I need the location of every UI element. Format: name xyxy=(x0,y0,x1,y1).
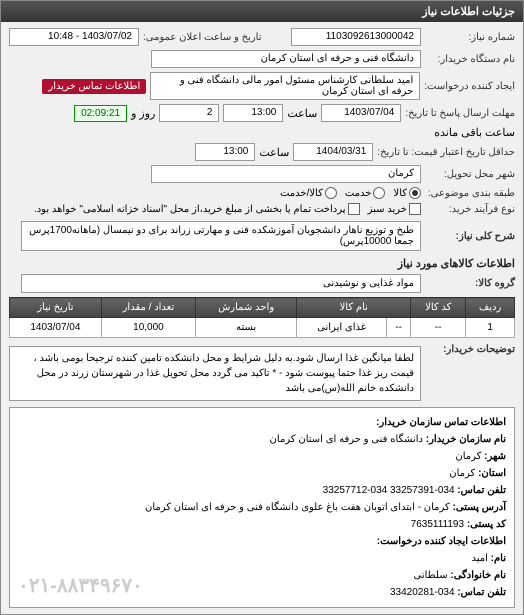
th-unit: واحد شمارش xyxy=(196,298,297,318)
goods-group-field: مواد غذایی و نوشیدنی xyxy=(21,274,421,293)
contact-info-button[interactable]: اطلاعات تماس خریدار xyxy=(42,79,146,94)
cell-date: 1403/07/04 xyxy=(10,318,102,338)
cell-qty: 10,000 xyxy=(101,318,195,338)
delivery-city-label: شهر محل تحویل: xyxy=(425,169,515,180)
contact-block: اطلاعات تماس سازمان خریدار: نام سازمان خ… xyxy=(9,407,515,608)
desc-box: لطفا میانگین غذا ارسال شود.به دلیل شرایط… xyxy=(9,346,421,401)
cell-name1: -- xyxy=(387,318,411,338)
cell-name2: غذای ایرانی xyxy=(297,318,387,338)
process-options: خرید سبز پرداخت تمام یا بخشی از مبلغ خری… xyxy=(34,203,421,215)
price-valid-label: حداقل تاریخ اعتبار قیمت: تا تاریخ: xyxy=(377,147,515,158)
org-value: دانشگاه فنی و حرفه ای استان کرمان xyxy=(270,434,423,445)
org-label: نام سازمان خریدار: xyxy=(426,434,506,445)
reply-time-field: 13:00 xyxy=(223,104,283,122)
goods-section-title: اطلاعات کالاهای مورد نیاز xyxy=(9,257,515,270)
cell-code: -- xyxy=(411,318,466,338)
phone2-value: 034-33420281 xyxy=(390,587,455,598)
remaining-time-field: 02:09:21 xyxy=(74,105,127,122)
table-row[interactable]: 1 -- -- غذای ایرانی بسته 10,000 1403/07/… xyxy=(10,318,515,338)
th-name: نام کالا xyxy=(297,298,411,318)
panel-header: جزئیات اطلاعات نیاز xyxy=(1,1,523,22)
buyer-org-label: نام دستگاه خریدار: xyxy=(425,54,515,65)
name-label: نام: xyxy=(491,553,506,564)
reply-deadline-label: مهلت ارسال پاسخ تا تاریخ: xyxy=(405,108,515,119)
creator-field: امید سلطانی کارشناس مسئول امور مالی دانش… xyxy=(150,72,420,100)
radio-goods-icon xyxy=(409,187,421,199)
province-label: استان: xyxy=(478,468,506,479)
need-no-label: شماره نیاز: xyxy=(425,32,515,43)
radio-goods-service[interactable]: کالا/خدمت xyxy=(280,187,337,199)
phone2-label: تلفن تماس: xyxy=(457,587,506,598)
address-label: آدرس پستی: xyxy=(453,502,506,513)
price-valid-date: 1404/03/31 xyxy=(293,143,373,161)
th-qty: تعداد / مقدار xyxy=(101,298,195,318)
checkbox-partial-icon xyxy=(348,203,360,215)
details-panel: جزئیات اطلاعات نیاز شماره نیاز: 11030926… xyxy=(0,0,524,615)
city-label: شهر: xyxy=(484,451,506,462)
remaining-label: ساعت باقی مانده xyxy=(434,126,515,139)
name-value: امید xyxy=(471,553,487,564)
goods-table: ردیف کد کالا نام کالا واحد شمارش تعداد /… xyxy=(9,297,515,338)
buyer-org-field: دانشگاه فنی و حرفه ای استان کرمان xyxy=(151,50,421,68)
address-value: کرمان - ابتدای اتوبان هفت باغ علوی دانشگ… xyxy=(145,502,450,513)
checkbox-green[interactable]: خرید سبز xyxy=(368,203,421,215)
cell-unit: بسته xyxy=(196,318,297,338)
watermark: ۰۲۱-۸۸۳۴۹۶۷۰ xyxy=(18,569,143,603)
reply-time-label: ساعت xyxy=(287,107,317,120)
radio-goods[interactable]: کالا xyxy=(393,187,421,199)
checkbox-green-icon xyxy=(409,203,421,215)
price-valid-time-label: ساعت xyxy=(259,146,289,159)
remaining-day-label: روز و xyxy=(131,107,155,120)
process-label: نوع فرآیند خرید: xyxy=(425,204,515,215)
need-key-field: طبخ و توزیع ناهار دانشجویان آموزشکده فنی… xyxy=(21,221,421,251)
contact-header: اطلاعات تماس سازمان خریدار: xyxy=(18,414,506,431)
phone-label: تلفن تماس: xyxy=(457,485,506,496)
postal-label: کد پستی: xyxy=(467,519,506,530)
th-code: کد کالا xyxy=(411,298,466,318)
reply-date-field: 1403/07/04 xyxy=(321,104,401,122)
radio-service-icon xyxy=(373,187,385,199)
postal-value: 7635111193 xyxy=(411,519,464,530)
province-value: کرمان xyxy=(449,468,475,479)
th-row: ردیف xyxy=(466,298,515,318)
creator-label: ایجاد کننده درخواست: xyxy=(424,81,515,92)
announce-value: 1403/07/02 - 10:48 xyxy=(9,28,139,46)
table-header-row: ردیف کد کالا نام کالا واحد شمارش تعداد /… xyxy=(10,298,515,318)
creator-header: اطلاعات ایجاد کننده درخواست: xyxy=(18,533,506,550)
remaining-days-field: 2 xyxy=(159,104,219,122)
city-value: کرمان xyxy=(455,451,481,462)
announce-label: تاریخ و ساعت اعلان عمومی: xyxy=(143,32,262,43)
category-radios: کالا خدمت کالا/خدمت xyxy=(280,187,421,199)
radio-service[interactable]: خدمت xyxy=(345,187,386,199)
need-no-field: 1103092613000042 xyxy=(291,28,421,46)
phone-value: 034-33257391 034-33257712 xyxy=(323,485,455,496)
radio-goods-service-icon xyxy=(325,187,337,199)
category-label: طبقه بندی موضوعی: xyxy=(425,188,515,199)
checkbox-partial[interactable]: پرداخت تمام یا بخشی از مبلغ خرید،از محل … xyxy=(34,203,360,215)
desc-label: توضیحات خریدار: xyxy=(425,344,515,355)
cell-idx: 1 xyxy=(466,318,515,338)
delivery-city-field: کرمان xyxy=(151,165,421,183)
price-valid-time: 13:00 xyxy=(195,143,255,161)
th-date: تاریخ نیاز xyxy=(10,298,102,318)
goods-group-label: گروه کالا: xyxy=(425,278,515,289)
need-key-label: شرح کلی نیاز: xyxy=(425,231,515,242)
